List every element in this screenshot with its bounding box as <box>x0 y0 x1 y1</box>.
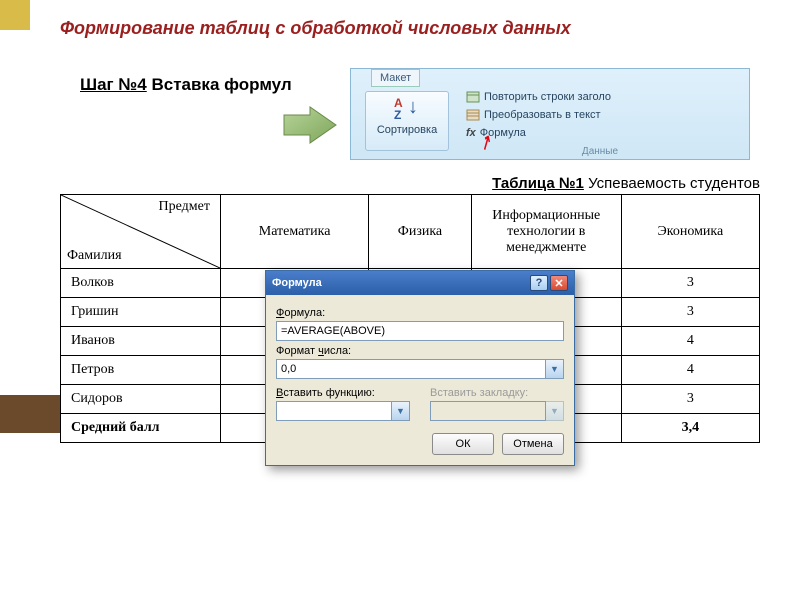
cell: 3 <box>621 298 759 327</box>
cell: 3 <box>621 269 759 298</box>
col-header: Физика <box>369 195 472 269</box>
page-title: Формирование таблиц с обработкой числовы… <box>60 18 571 39</box>
cell: 4 <box>621 356 759 385</box>
cell: 3 <box>621 385 759 414</box>
dialog-titlebar[interactable]: Формула ? ✕ <box>266 271 574 295</box>
cancel-button[interactable]: Отмена <box>502 433 564 455</box>
student-name: Гришин <box>61 298 221 327</box>
col-header: Экономика <box>621 195 759 269</box>
insert-function-input[interactable] <box>276 401 392 421</box>
insert-bookmark-label: Вставить закладку: <box>430 387 564 399</box>
insert-bookmark-input <box>430 401 546 421</box>
average-label: Средний балл <box>61 414 221 443</box>
col-header: Математика <box>221 195 369 269</box>
formula-label: Формула: <box>276 307 564 319</box>
ribbon-item-label: Повторить строки заголо <box>484 91 611 103</box>
step-heading: Шаг №4 Вставка формул <box>80 75 292 95</box>
formula-input[interactable] <box>276 321 564 341</box>
header-surname: Фамилия <box>67 248 122 264</box>
insert-bookmark-combo: ▼ <box>430 401 564 421</box>
ribbon-panel: Макет AZ↓ Сортировка Повторить строки за… <box>350 68 750 160</box>
insert-function-combo[interactable]: ▼ <box>276 401 410 421</box>
ribbon-tab-layout[interactable]: Макет <box>371 69 420 87</box>
col-header: Информационные технологии в менеджменте <box>471 195 621 269</box>
convert-text-icon <box>466 109 480 121</box>
header-subject: Предмет <box>159 199 210 215</box>
sort-icon: AZ↓ <box>394 96 420 122</box>
repeat-rows-icon <box>466 91 480 103</box>
ribbon-item-repeat-rows[interactable]: Повторить строки заголо <box>466 91 611 103</box>
slide-stripe <box>0 395 60 433</box>
fx-icon: fx <box>466 127 476 139</box>
diagonal-header: Предмет Фамилия <box>61 195 221 269</box>
help-button[interactable]: ? <box>530 275 548 291</box>
average-cell: 3,4 <box>621 414 759 443</box>
number-format-label: Формат числа: <box>276 345 564 357</box>
sort-label: Сортировка <box>366 124 448 136</box>
number-format-combo[interactable]: ▼ <box>276 359 564 379</box>
dialog-title: Формула <box>272 277 322 289</box>
dropdown-icon[interactable]: ▼ <box>546 359 564 379</box>
ribbon-item-label: Преобразовать в текст <box>484 109 601 121</box>
ribbon-item-convert-text[interactable]: Преобразовать в текст <box>466 109 601 121</box>
student-name: Петров <box>61 356 221 385</box>
student-name: Сидоров <box>61 385 221 414</box>
table-caption-text: Успеваемость студентов <box>584 175 760 192</box>
student-name: Иванов <box>61 327 221 356</box>
number-format-input[interactable] <box>276 359 546 379</box>
step-number: Шаг №4 <box>80 75 147 94</box>
student-name: Волков <box>61 269 221 298</box>
insert-function-label: Вставить функцию: <box>276 387 410 399</box>
cell: 4 <box>621 327 759 356</box>
step-text: Вставка формул <box>147 75 292 94</box>
table-caption: Таблица №1 Успеваемость студентов <box>60 175 760 192</box>
table-caption-number: Таблица №1 <box>492 175 584 192</box>
pointer-arrow <box>280 105 340 150</box>
close-button[interactable]: ✕ <box>550 275 568 291</box>
ok-button[interactable]: ОК <box>432 433 494 455</box>
dropdown-icon: ▼ <box>546 401 564 421</box>
formula-dialog: Формула ? ✕ Формула: Формат числа: ▼ Вст… <box>265 270 575 466</box>
slide-corner <box>0 0 30 30</box>
ribbon-group-label: Данные <box>461 146 739 157</box>
dropdown-icon[interactable]: ▼ <box>392 401 410 421</box>
sort-button[interactable]: AZ↓ Сортировка <box>365 91 449 151</box>
ribbon-item-formula[interactable]: fx Формула <box>466 127 526 139</box>
